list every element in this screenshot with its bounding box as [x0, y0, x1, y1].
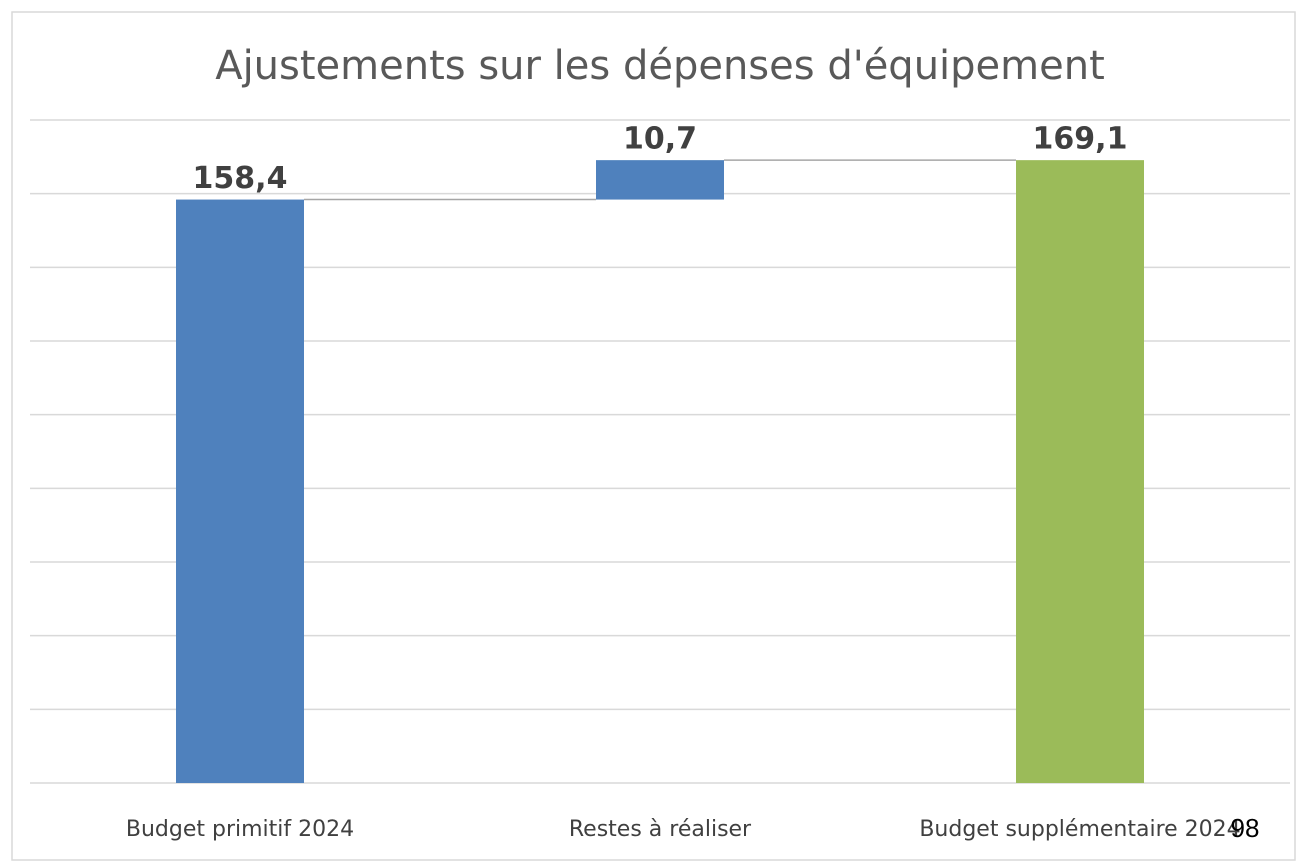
data-label: 158,4: [193, 161, 288, 196]
data-label: 10,7: [623, 122, 697, 157]
chart-title: Ajustements sur les dépenses d'équipemen…: [215, 43, 1105, 89]
data-label: 169,1: [1033, 122, 1128, 157]
page-number: 98: [1231, 813, 1260, 843]
x-tick-label: Budget supplémentaire 2024: [919, 817, 1240, 842]
x-tick-label: Budget primitif 2024: [126, 817, 354, 842]
bar: [596, 160, 724, 200]
x-tick-label: Restes à réaliser: [569, 817, 752, 842]
bar: [176, 199, 304, 783]
bar: [1016, 160, 1144, 784]
